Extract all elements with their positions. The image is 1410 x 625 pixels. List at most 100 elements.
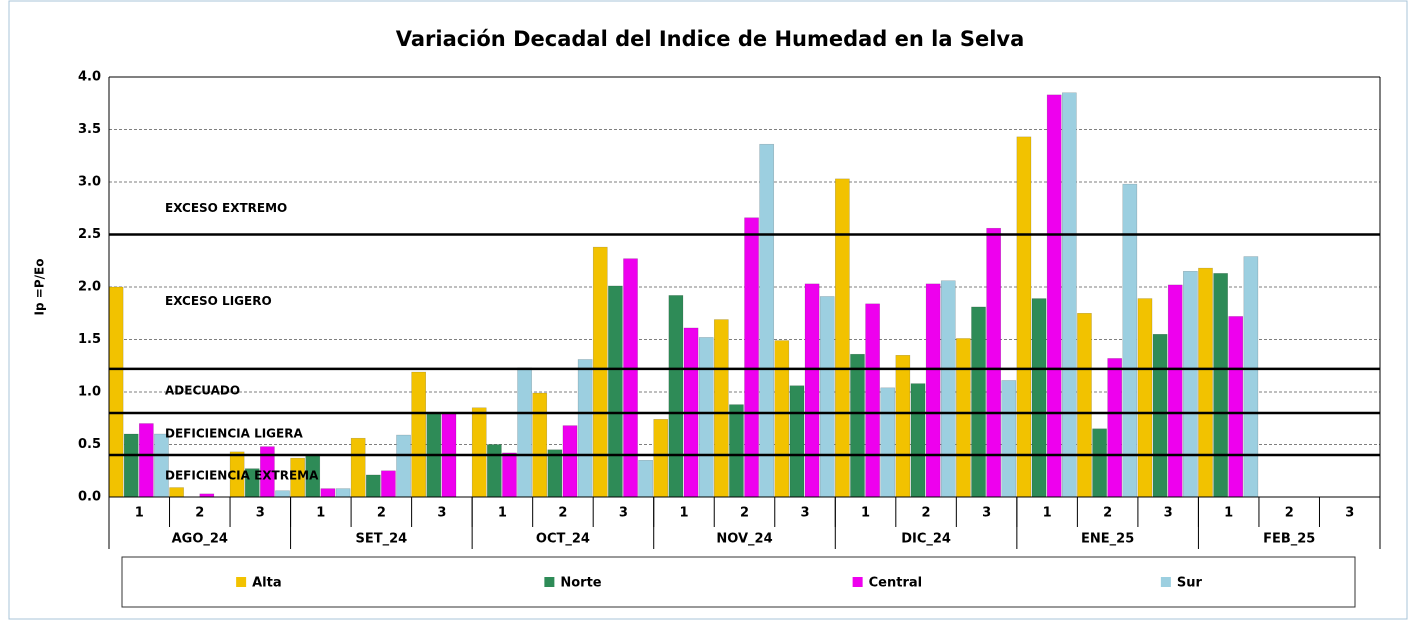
legend-label: Sur — [1177, 576, 1203, 591]
zone-label: DEFICIENCIA LIGERA — [165, 427, 303, 441]
x-tick-label: 3 — [619, 506, 628, 521]
legend-swatch — [236, 577, 247, 587]
bar — [865, 303, 880, 498]
y-tick-label: 3.0 — [78, 175, 101, 190]
x-tick-label: 3 — [982, 506, 991, 521]
x-tick-label: 2 — [1103, 506, 1112, 521]
x-tick-label: 3 — [1345, 506, 1354, 521]
bar — [123, 433, 139, 498]
zone-label: EXCESO EXTREMO — [165, 201, 287, 215]
x-tick-label: 1 — [1224, 506, 1233, 521]
bar — [1183, 271, 1198, 498]
bar — [1092, 428, 1107, 498]
y-tick-label: 1.5 — [78, 332, 101, 347]
bar — [895, 355, 911, 498]
legend-label: Central — [869, 576, 922, 591]
x-tick-label: 1 — [861, 506, 870, 521]
month-label: AGO_24 — [172, 532, 228, 547]
bar — [577, 359, 593, 498]
x-tick-label: 2 — [558, 506, 567, 521]
bar — [547, 449, 563, 498]
bar — [1016, 136, 1032, 498]
zone-label: EXCESO LIGERO — [165, 294, 272, 308]
x-tick-label: 1 — [498, 506, 507, 521]
bar — [320, 488, 336, 498]
legend-swatch — [852, 577, 863, 587]
bar — [759, 143, 775, 498]
bar — [139, 423, 154, 498]
chart-title: Variación Decadal del Indice de Humedad … — [396, 27, 1025, 51]
bar — [1228, 316, 1244, 498]
bar — [562, 425, 578, 498]
bar — [623, 258, 638, 498]
month-label: DIC_24 — [901, 532, 951, 547]
zone-label: DEFICIENCIA EXTREMA — [165, 469, 319, 483]
y-tick-label: 3.5 — [78, 122, 101, 137]
legend-label: Alta — [252, 576, 282, 591]
bar — [532, 392, 548, 498]
x-tick-label: 1 — [679, 506, 688, 521]
bar — [365, 474, 381, 498]
bar — [1031, 298, 1047, 498]
month-label: SET_24 — [356, 532, 408, 547]
bar — [925, 283, 941, 498]
bar — [108, 286, 124, 498]
y-tick-label: 0.5 — [78, 437, 101, 452]
bar — [956, 338, 971, 498]
bar — [471, 407, 487, 498]
bar — [971, 306, 986, 498]
bar — [940, 280, 956, 498]
bar — [819, 296, 835, 498]
bar — [1107, 358, 1123, 498]
bar — [774, 340, 790, 498]
x-tick-label: 3 — [1164, 506, 1173, 521]
y-tick-label: 4.0 — [78, 70, 101, 85]
frame — [8, 0, 1408, 620]
bar — [1198, 267, 1213, 498]
bar — [850, 353, 865, 498]
legend-swatch — [544, 577, 555, 587]
bar — [638, 460, 653, 498]
bar — [1137, 298, 1153, 498]
bar — [1001, 380, 1017, 498]
bar — [668, 295, 684, 498]
x-tick-label: 2 — [1285, 506, 1294, 521]
bar — [698, 337, 714, 498]
legend-label: Norte — [560, 576, 601, 591]
bar — [592, 246, 608, 498]
y-tick-label: 0.0 — [78, 490, 101, 505]
x-tick-label: 3 — [256, 506, 265, 521]
bar — [1152, 334, 1168, 498]
bar — [608, 285, 623, 498]
bar — [1167, 284, 1183, 498]
x-tick-label: 3 — [801, 506, 810, 521]
month-label: OCT_24 — [536, 532, 590, 547]
y-axis-label: Ip =P/Eo — [33, 259, 47, 316]
y-tick-label: 2.5 — [78, 227, 101, 242]
month-label: FEB_25 — [1263, 532, 1315, 547]
bar — [275, 490, 290, 498]
bar — [411, 371, 427, 498]
bar — [835, 178, 850, 498]
bar — [1046, 94, 1062, 498]
x-tick-label: 1 — [135, 506, 144, 521]
bar — [502, 452, 517, 498]
bar — [804, 283, 820, 498]
x-tick-label: 3 — [437, 506, 446, 521]
month-label: NOV_24 — [716, 532, 772, 547]
zone-label: ADECUADO — [165, 383, 240, 397]
bar — [1243, 256, 1259, 498]
y-tick-label: 1.0 — [78, 385, 101, 400]
bar — [880, 387, 896, 498]
bar — [1122, 183, 1138, 498]
x-tick-label: 2 — [195, 506, 204, 521]
bar — [1077, 313, 1092, 498]
bar — [910, 383, 926, 498]
legend-swatch — [1160, 577, 1171, 587]
y-tick-label: 2.0 — [78, 280, 101, 295]
x-tick-label: 1 — [1043, 506, 1052, 521]
bar — [381, 470, 396, 498]
bar — [396, 434, 411, 498]
bar — [1062, 92, 1077, 498]
